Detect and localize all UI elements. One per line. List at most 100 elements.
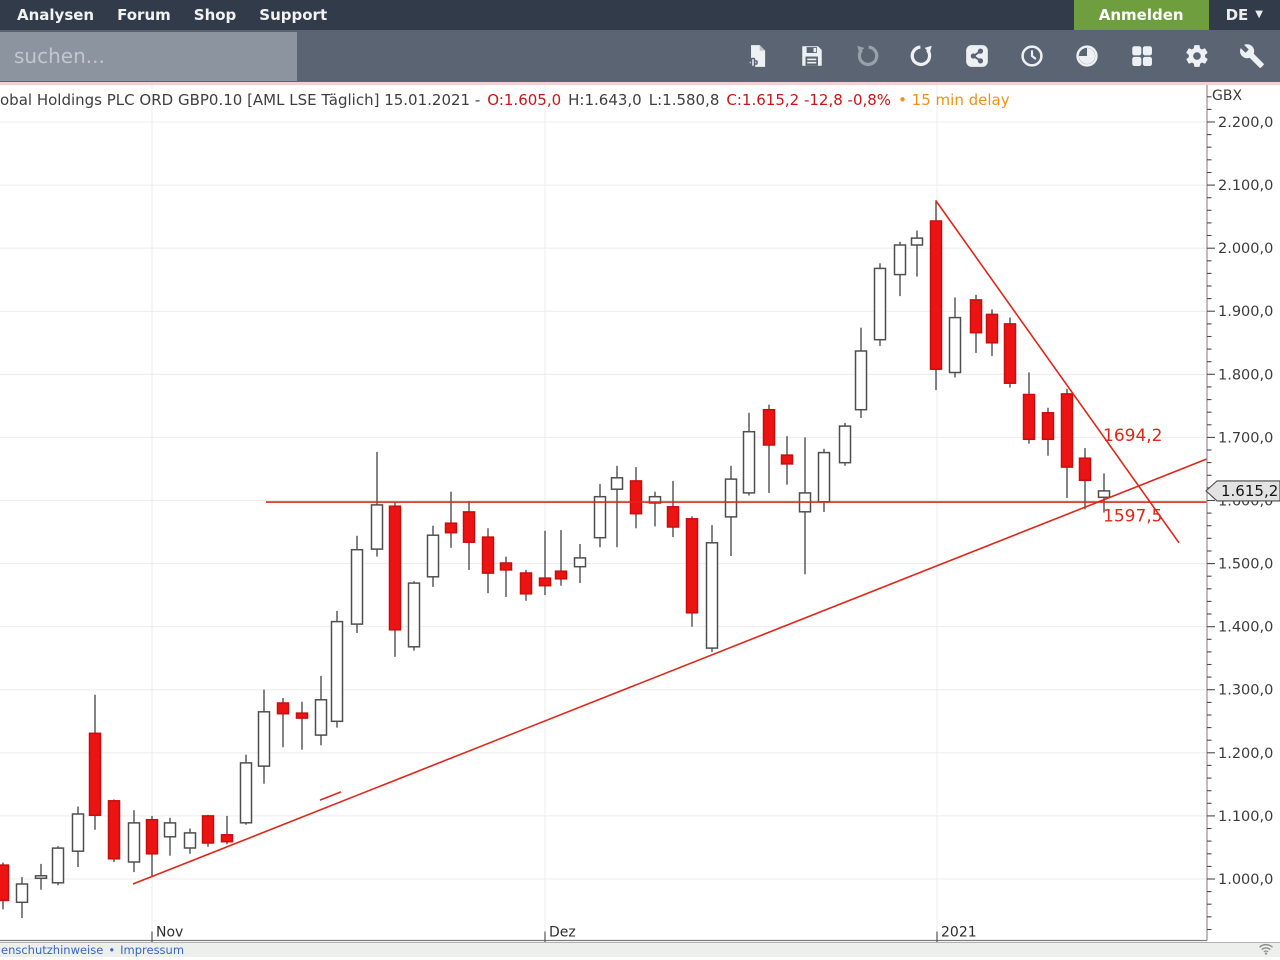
candle-body-up bbox=[127, 822, 141, 863]
delay-note: • 15 min delay bbox=[898, 91, 1010, 109]
candlestick-chart-canvas[interactable]: 1694,2 1597,5 Nov Dez 2021 1.000,0 1.100,0 1.20… bbox=[0, 85, 1280, 942]
top-navbar: Analysen Forum Shop Support Anmelden DE … bbox=[0, 0, 1280, 30]
candle-body-down bbox=[929, 220, 943, 370]
candle-body-down bbox=[1078, 457, 1092, 482]
status-bar: enschutzhinweise • Impressum bbox=[0, 942, 1280, 957]
ohlc-high: H:1.643,0 bbox=[568, 91, 642, 109]
candle-body-up bbox=[51, 847, 65, 884]
candle-body-down bbox=[685, 518, 699, 614]
imprint-link[interactable]: Impressum bbox=[120, 943, 185, 957]
candle-body-up bbox=[817, 451, 831, 503]
y-axis-label: 1.800,0 bbox=[1218, 367, 1273, 383]
candle-body-down bbox=[481, 536, 495, 574]
candle-body-up bbox=[350, 548, 364, 625]
settings-button[interactable] bbox=[1183, 43, 1210, 70]
candle-body-down bbox=[1041, 412, 1055, 441]
candle-body-down bbox=[220, 834, 234, 843]
candle-body-up bbox=[910, 237, 924, 246]
candle-body-down bbox=[107, 800, 121, 860]
candle-body-down bbox=[666, 506, 680, 528]
chart-area: 1694,2 1597,5 Nov Dez 2021 1.000,0 1.100,0 1.20… bbox=[0, 85, 1280, 942]
candle-body-down bbox=[276, 702, 290, 715]
trendline-descending-resistance[interactable] bbox=[935, 200, 1180, 544]
privacy-link[interactable]: enschutzhinweise bbox=[1, 943, 104, 957]
trendline-ascending-support[interactable] bbox=[132, 458, 1208, 885]
candle-body-down bbox=[88, 732, 102, 817]
last-price-tag bbox=[1205, 480, 1280, 502]
tools-button[interactable] bbox=[1238, 43, 1265, 70]
candle-body-up bbox=[239, 762, 253, 824]
last-price-tag-text: 1.615,2 bbox=[1221, 482, 1278, 500]
candle-body-down bbox=[1003, 323, 1017, 384]
candle-body-down bbox=[538, 577, 552, 587]
candle-body-up bbox=[330, 620, 344, 723]
ohlc-open: O:1.605,0 bbox=[487, 91, 562, 109]
candle-body-up bbox=[426, 534, 440, 578]
candle-body-up bbox=[893, 244, 907, 276]
candle-body-down bbox=[462, 511, 476, 543]
candle-body-down bbox=[762, 408, 776, 446]
candle-body-up bbox=[838, 425, 852, 464]
pie-clock-icon bbox=[1074, 43, 1100, 69]
x-axis-label: Dez bbox=[549, 925, 576, 941]
wifi-icon bbox=[1258, 942, 1274, 958]
chevron-down-icon: ▼ bbox=[1255, 9, 1263, 20]
undo-icon bbox=[854, 43, 880, 69]
save-icon bbox=[799, 43, 825, 69]
candle-body-up bbox=[407, 582, 421, 648]
nav-item-shop[interactable]: Shop bbox=[193, 6, 237, 24]
candle-body-down bbox=[554, 570, 568, 580]
y-axis-label: 1.200,0 bbox=[1218, 746, 1273, 762]
candle-body-down bbox=[201, 815, 215, 844]
toolbar-buttons bbox=[743, 43, 1280, 70]
y-axis-label: 2.200,0 bbox=[1218, 115, 1273, 131]
save-button[interactable] bbox=[798, 43, 825, 70]
candle-body-down bbox=[388, 505, 402, 631]
y-axis-label: 2.100,0 bbox=[1218, 178, 1273, 194]
y-axis-label: 1.700,0 bbox=[1218, 430, 1273, 446]
y-axis-label: 2.000,0 bbox=[1218, 241, 1273, 257]
candle-body-up bbox=[610, 477, 624, 490]
share-button[interactable] bbox=[963, 43, 990, 70]
candle-body-down bbox=[1022, 393, 1036, 441]
candle-body-down bbox=[519, 572, 533, 595]
nav-item-support[interactable]: Support bbox=[259, 6, 328, 24]
search-input[interactable] bbox=[0, 31, 297, 81]
candle-body-up bbox=[648, 495, 662, 504]
history-clock-button[interactable] bbox=[1018, 43, 1045, 70]
time-pie-button[interactable] bbox=[1073, 43, 1100, 70]
undo-button[interactable] bbox=[853, 43, 880, 70]
wrench-icon bbox=[1239, 43, 1265, 69]
redo-button[interactable] bbox=[908, 43, 935, 70]
candle-body-up bbox=[873, 267, 887, 341]
redo-icon bbox=[909, 43, 935, 69]
instrument-title: obal Holdings PLC ORD GBP0.10 [AML LSE T… bbox=[0, 91, 481, 109]
candle-body-up bbox=[1097, 490, 1111, 499]
axis-unit-label: GBX bbox=[1212, 88, 1242, 104]
short-line-segment[interactable] bbox=[319, 791, 342, 801]
nav-item-forum[interactable]: Forum bbox=[117, 6, 171, 24]
candle-body-up bbox=[183, 832, 197, 849]
price-annotation: 1597,5 bbox=[1103, 506, 1162, 526]
candle-body-up bbox=[854, 350, 868, 411]
navbar-right: Anmelden DE ▼ bbox=[1073, 0, 1280, 30]
candle-body-down bbox=[985, 313, 999, 344]
y-axis-label: 1.900,0 bbox=[1218, 304, 1273, 320]
candle-body-up bbox=[370, 504, 384, 550]
language-label: DE bbox=[1225, 6, 1249, 24]
language-selector[interactable]: DE ▼ bbox=[1209, 0, 1280, 30]
gear-icon bbox=[1184, 43, 1210, 69]
grid-icon bbox=[1129, 43, 1155, 69]
candle-body-up bbox=[573, 557, 587, 568]
main-menu: Analysen Forum Shop Support bbox=[0, 6, 327, 24]
nav-item-analysen[interactable]: Analysen bbox=[17, 6, 95, 24]
footer-links: enschutzhinweise • Impressum bbox=[0, 943, 184, 957]
y-axis-label: 1.000,0 bbox=[1218, 872, 1273, 888]
new-document-button[interactable] bbox=[743, 43, 770, 70]
candle-body-down bbox=[629, 480, 643, 515]
candle-body-down bbox=[780, 454, 794, 465]
x-axis-label: 2021 bbox=[941, 925, 977, 941]
candle-body-up bbox=[71, 813, 85, 852]
layout-grid-button[interactable] bbox=[1128, 43, 1155, 70]
login-button[interactable]: Anmelden bbox=[1073, 0, 1209, 30]
